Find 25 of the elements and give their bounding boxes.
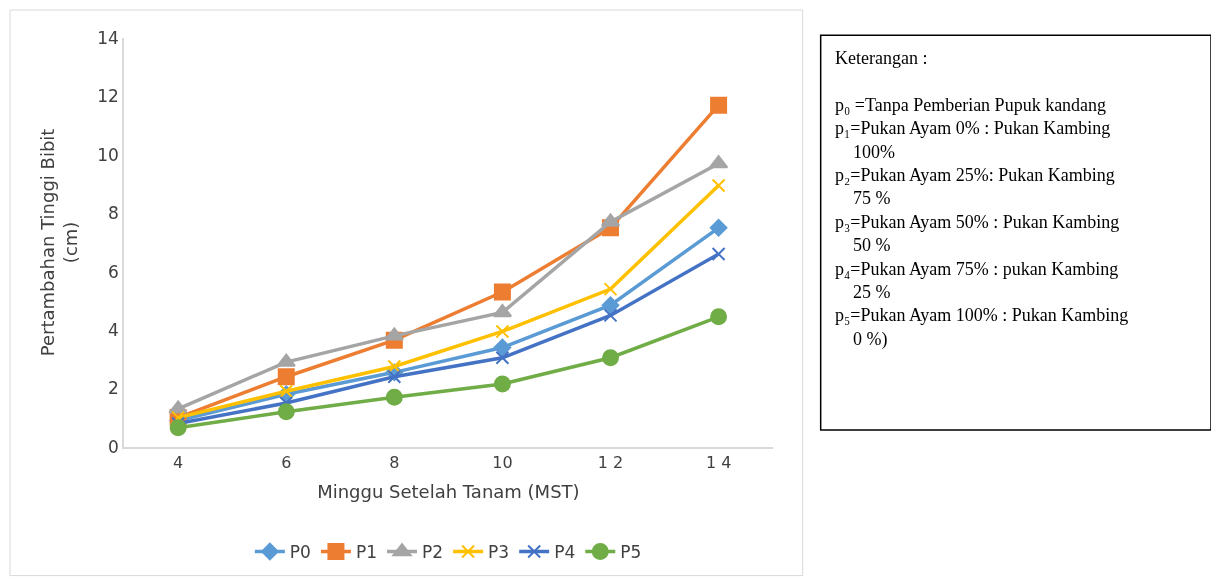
- x-axis-title: Minggu Setelah Tanam (MST): [317, 481, 580, 503]
- y-tick-label: 10: [97, 144, 119, 165]
- text: p₀ =Tanpa Pemberian Pupuk kandang: [835, 94, 1107, 115]
- legend-label: P3: [488, 542, 510, 563]
- legend-label: P1: [355, 542, 378, 563]
- text: Keterangan :: [835, 48, 928, 68]
- x-tick-label: 1 2: [597, 452, 624, 472]
- x-tick-label: 8: [389, 452, 400, 472]
- x-tick-label: 1 4: [705, 452, 732, 472]
- y-tick-label: 12: [97, 86, 119, 107]
- y-tick-label: 8: [108, 203, 119, 224]
- y-tick-label: 4: [108, 319, 119, 340]
- y-tick-label: 14: [97, 27, 119, 48]
- legend-label: P4: [554, 542, 576, 563]
- x-tick-label: 6: [281, 452, 292, 472]
- legend-label: P2: [422, 542, 444, 563]
- x-tick-label: 4: [173, 452, 184, 472]
- legend-label: P0: [289, 542, 311, 563]
- y-tick-label: 2: [108, 378, 119, 399]
- text: p₅=Pukan Ayam 100% : Pukan Kambing 0 %): [835, 305, 1129, 350]
- legend-label: P5: [620, 542, 642, 563]
- y-tick-label: 6: [108, 261, 119, 282]
- y-tick-label: 0: [108, 436, 119, 457]
- x-tick-label: 10: [492, 452, 513, 472]
- y-axis-title: Pertambahan Tinggi Bibit (cm): [36, 128, 81, 357]
